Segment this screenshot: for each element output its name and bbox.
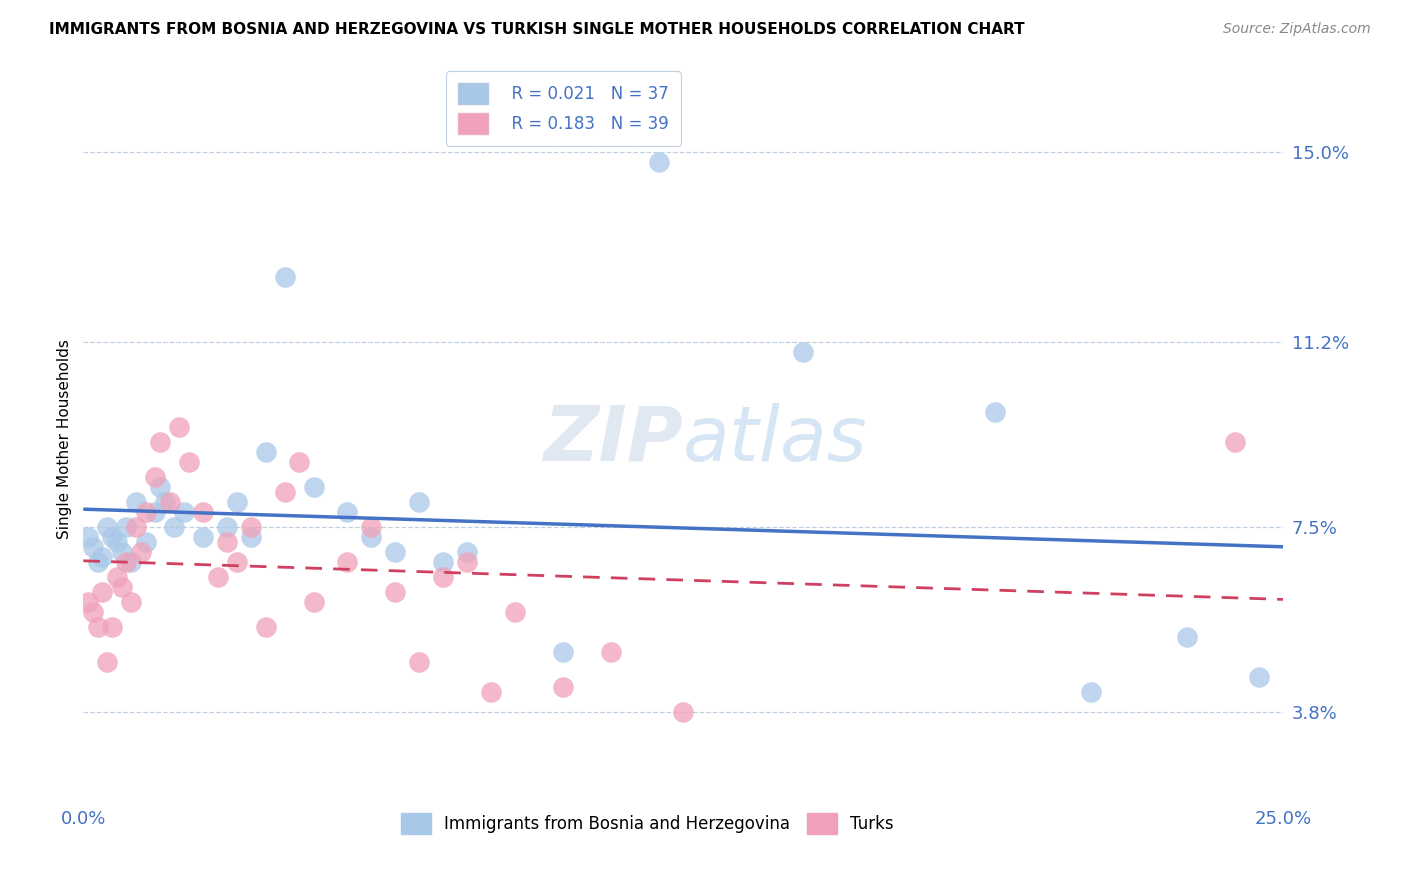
Point xyxy=(91,584,114,599)
Point xyxy=(101,530,124,544)
Point xyxy=(153,495,176,509)
Point xyxy=(672,705,695,719)
Point xyxy=(217,534,239,549)
Point xyxy=(432,570,454,584)
Point xyxy=(360,530,382,544)
Point xyxy=(129,545,152,559)
Point xyxy=(432,555,454,569)
Point xyxy=(143,505,166,519)
Point xyxy=(115,520,138,534)
Point xyxy=(101,620,124,634)
Point xyxy=(111,545,134,559)
Point xyxy=(120,555,142,569)
Point xyxy=(91,549,114,564)
Point xyxy=(86,555,108,569)
Point xyxy=(111,580,134,594)
Point xyxy=(169,420,191,434)
Point xyxy=(105,534,128,549)
Text: Source: ZipAtlas.com: Source: ZipAtlas.com xyxy=(1223,22,1371,37)
Point xyxy=(115,555,138,569)
Point xyxy=(984,405,1007,419)
Point xyxy=(360,520,382,534)
Point xyxy=(254,445,277,459)
Point xyxy=(135,505,157,519)
Point xyxy=(225,555,247,569)
Point xyxy=(135,534,157,549)
Point xyxy=(225,495,247,509)
Point xyxy=(163,520,186,534)
Point xyxy=(456,555,478,569)
Point xyxy=(82,605,104,619)
Point xyxy=(274,485,297,500)
Point xyxy=(125,495,148,509)
Point xyxy=(240,530,263,544)
Point xyxy=(336,505,359,519)
Point xyxy=(408,655,430,669)
Point xyxy=(207,570,229,584)
Point xyxy=(479,684,502,698)
Legend: Immigrants from Bosnia and Herzegovina, Turks: Immigrants from Bosnia and Herzegovina, … xyxy=(391,803,904,844)
Text: atlas: atlas xyxy=(683,402,868,476)
Point xyxy=(1080,684,1102,698)
Point xyxy=(240,520,263,534)
Text: IMMIGRANTS FROM BOSNIA AND HERZEGOVINA VS TURKISH SINGLE MOTHER HOUSEHOLDS CORRE: IMMIGRANTS FROM BOSNIA AND HERZEGOVINA V… xyxy=(49,22,1025,37)
Point xyxy=(1175,630,1198,644)
Point xyxy=(648,155,671,169)
Point xyxy=(336,555,359,569)
Point xyxy=(159,495,181,509)
Point xyxy=(384,584,406,599)
Point xyxy=(96,655,118,669)
Point xyxy=(105,570,128,584)
Point xyxy=(143,470,166,484)
Point xyxy=(274,270,297,285)
Point xyxy=(177,455,200,469)
Point xyxy=(408,495,430,509)
Point xyxy=(600,645,623,659)
Point xyxy=(82,540,104,554)
Point xyxy=(384,545,406,559)
Point xyxy=(173,505,195,519)
Y-axis label: Single Mother Households: Single Mother Households xyxy=(58,340,72,540)
Point xyxy=(125,520,148,534)
Point xyxy=(505,605,527,619)
Point xyxy=(149,480,172,494)
Point xyxy=(77,595,100,609)
Point xyxy=(149,435,172,450)
Point xyxy=(302,480,325,494)
Point xyxy=(86,620,108,634)
Point xyxy=(96,520,118,534)
Point xyxy=(792,345,814,359)
Point xyxy=(553,645,575,659)
Point xyxy=(77,530,100,544)
Point xyxy=(193,530,215,544)
Point xyxy=(193,505,215,519)
Point xyxy=(456,545,478,559)
Point xyxy=(288,455,311,469)
Point xyxy=(120,595,142,609)
Text: ZIP: ZIP xyxy=(544,402,683,476)
Point xyxy=(1225,435,1247,450)
Point xyxy=(254,620,277,634)
Point xyxy=(217,520,239,534)
Point xyxy=(553,680,575,694)
Point xyxy=(302,595,325,609)
Point xyxy=(1249,670,1271,684)
